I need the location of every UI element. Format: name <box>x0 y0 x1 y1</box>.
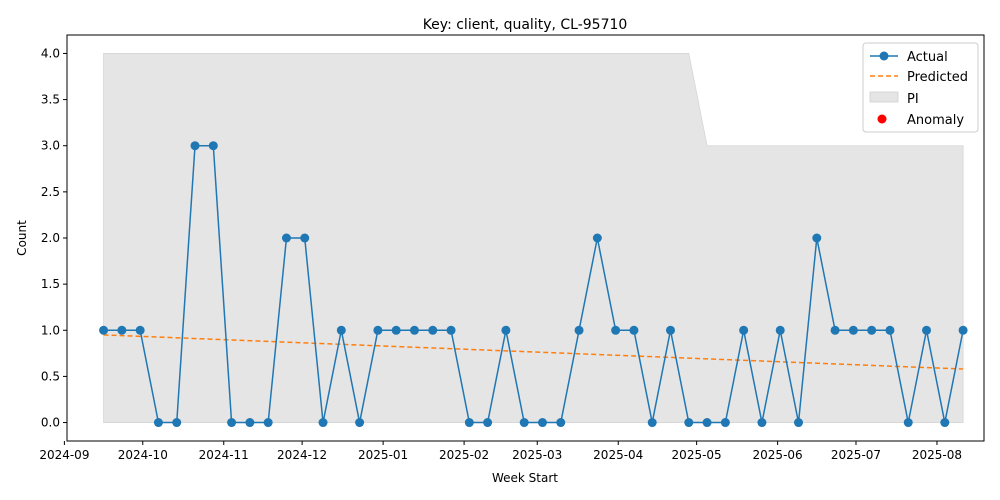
actual-point <box>922 325 932 335</box>
actual-point <box>903 418 913 428</box>
actual-point <box>318 418 328 428</box>
y-tick-label: 3.5 <box>41 93 60 107</box>
actual-point <box>757 418 767 428</box>
predicted-line <box>103 334 964 370</box>
actual-point <box>647 418 657 428</box>
x-tick-label: 2025-08 <box>912 448 962 462</box>
legend-item-pi: PI <box>869 91 919 107</box>
actual-point <box>812 233 822 243</box>
y-tick-label: 1.5 <box>41 277 60 291</box>
actual-point <box>775 325 785 335</box>
y-axis: 0.0 0.5 1.0 1.5 2.0 2.5 3.0 3.5 4.0 <box>41 46 67 430</box>
actual-point <box>537 418 547 428</box>
x-tick-label: 2024-09 <box>39 448 89 462</box>
actual-point <box>391 325 401 335</box>
legend: Actual Predicted PI Anomaly <box>862 42 979 133</box>
actual-point <box>665 325 675 335</box>
actual-point <box>556 418 566 428</box>
actual-point <box>208 141 218 151</box>
actual-point <box>848 325 858 335</box>
plot-area <box>99 53 968 428</box>
actual-point <box>702 418 712 428</box>
actual-point <box>245 418 255 428</box>
legend-anomaly-label: Anomaly <box>907 113 964 128</box>
actual-point <box>153 418 163 428</box>
actual-point <box>739 325 749 335</box>
y-tick-label: 0.0 <box>41 416 60 430</box>
legend-actual-marker <box>879 51 889 61</box>
x-tick-label: 2025-07 <box>831 448 881 462</box>
legend-predicted-label: Predicted <box>907 70 968 85</box>
x-tick-label: 2025-03 <box>512 448 562 462</box>
actual-point <box>428 325 438 335</box>
y-tick-label: 4.0 <box>41 46 60 60</box>
actual-point <box>190 141 200 151</box>
actual-point <box>684 418 694 428</box>
actual-point <box>172 418 182 428</box>
actual-point <box>592 233 602 243</box>
y-tick-label: 1.0 <box>41 323 60 337</box>
actual-point <box>519 418 529 428</box>
legend-box <box>862 42 979 133</box>
actual-point <box>940 418 950 428</box>
actual-point <box>409 325 419 335</box>
x-tick-label: 2025-01 <box>358 448 408 462</box>
actual-point <box>446 325 456 335</box>
y-tick-label: 2.5 <box>41 185 60 199</box>
actual-point <box>574 325 584 335</box>
y-tick-label: 3.0 <box>41 139 60 153</box>
x-tick-label: 2025-02 <box>439 448 489 462</box>
actual-point <box>263 418 273 428</box>
y-tick-label: 0.5 <box>41 369 60 383</box>
chart-title: Key: client, quality, CL-95710 <box>423 17 628 33</box>
x-tick-label: 2024-12 <box>277 448 327 462</box>
actual-point <box>336 325 346 335</box>
legend-actual-label: Actual <box>907 50 948 65</box>
actual-point <box>117 325 127 335</box>
actual-point <box>629 325 639 335</box>
actual-point <box>99 325 109 335</box>
x-tick-label: 2025-06 <box>753 448 803 462</box>
legend-item-anomaly: Anomaly <box>877 113 964 128</box>
actual-point <box>611 325 621 335</box>
x-tick-label: 2025-04 <box>593 448 643 462</box>
y-axis-label: Count <box>15 220 29 256</box>
y-tick-label: 2.0 <box>41 231 60 245</box>
actual-point <box>464 418 474 428</box>
x-axis-label: Week Start <box>492 471 558 485</box>
actual-point <box>867 325 877 335</box>
actual-point <box>794 418 804 428</box>
x-tick-label: 2024-10 <box>118 448 168 462</box>
legend-pi-swatch <box>869 91 899 103</box>
actual-point <box>501 325 511 335</box>
actual-point <box>830 325 840 335</box>
x-axis: 2024-09 2024-10 2024-11 2024-12 2025-01 2025-… <box>39 441 962 462</box>
prediction-interval-band <box>103 53 964 423</box>
actual-point <box>227 418 237 428</box>
legend-anomaly-marker <box>877 114 887 124</box>
actual-point <box>373 325 383 335</box>
actual-point <box>300 233 310 243</box>
actual-point <box>483 418 493 428</box>
legend-item-predicted: Predicted <box>870 70 968 85</box>
actual-point <box>281 233 291 243</box>
actual-point <box>958 325 968 335</box>
legend-item-actual: Actual <box>870 50 948 65</box>
legend-pi-label: PI <box>907 92 919 107</box>
actual-point <box>885 325 895 335</box>
actual-point <box>355 418 365 428</box>
actual-point <box>720 418 730 428</box>
x-tick-label: 2024-11 <box>199 448 249 462</box>
x-tick-label: 2025-05 <box>672 448 722 462</box>
actual-point <box>135 325 145 335</box>
